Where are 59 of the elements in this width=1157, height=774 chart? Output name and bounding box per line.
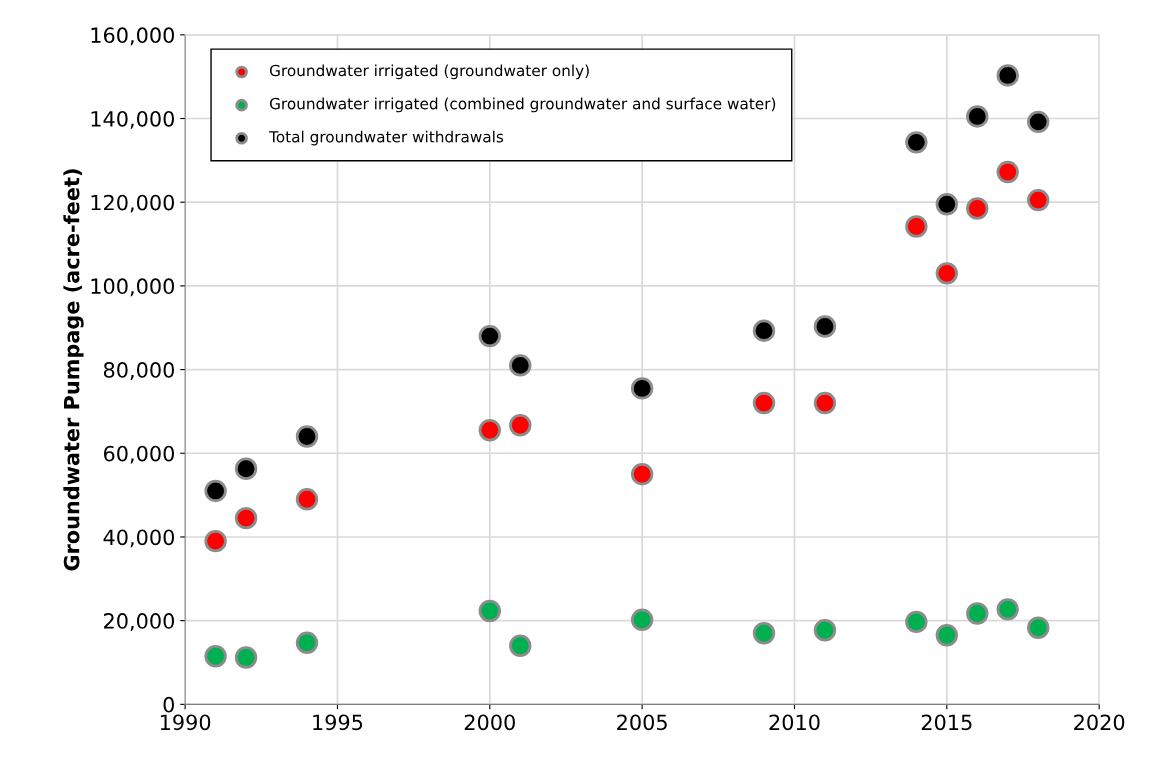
point — [966, 197, 989, 220]
x-tick-label: 2005 — [617, 714, 667, 731]
point — [509, 634, 532, 657]
point — [630, 462, 654, 486]
point — [752, 319, 776, 342]
point — [752, 391, 776, 415]
point — [509, 354, 532, 377]
y-axis-title: Groundwater Pumpage (acre-feet) — [63, 169, 84, 571]
point — [905, 215, 928, 238]
point — [234, 457, 258, 480]
point — [509, 414, 532, 437]
point — [1027, 616, 1050, 639]
point — [905, 610, 928, 634]
x-tick-label: 2015 — [921, 714, 972, 731]
point — [813, 391, 837, 415]
legend-label: Groundwater irrigated (groundwater only) — [269, 64, 589, 80]
point — [234, 506, 258, 530]
y-tick-label: 60,000 — [103, 445, 175, 464]
point — [478, 324, 502, 348]
y-tick-label: 160,000 — [91, 27, 175, 46]
x-tick-label: 2010 — [769, 714, 820, 731]
point — [813, 315, 837, 338]
point — [935, 624, 959, 647]
point — [935, 193, 959, 216]
x-tick-label: 2020 — [1074, 714, 1125, 731]
point — [204, 479, 227, 503]
y-tick-label: 140,000 — [91, 110, 175, 129]
point — [478, 599, 502, 623]
legend-label: Total groundwater withdrawals — [269, 130, 504, 146]
point — [295, 631, 319, 655]
point — [295, 425, 319, 448]
y-tick-label: 0 — [163, 696, 175, 713]
point — [478, 419, 502, 442]
point — [813, 619, 837, 642]
y-tick-label: 40,000 — [103, 529, 175, 548]
point — [966, 105, 989, 128]
point — [204, 645, 227, 668]
y-tick-label: 100,000 — [91, 278, 175, 297]
y-tick-label: 120,000 — [91, 194, 175, 213]
point — [630, 608, 654, 632]
point — [752, 621, 776, 645]
legend-label: Groundwater irrigated (combined groundwater and surface water) — [269, 97, 776, 113]
x-tick-label: 2000 — [464, 714, 515, 731]
point — [295, 488, 319, 511]
point — [905, 131, 928, 154]
point — [204, 529, 227, 553]
point — [996, 160, 1019, 184]
x-tick-label: 1990 — [160, 714, 211, 731]
point — [234, 646, 258, 669]
point — [630, 377, 654, 400]
y-tick-label: 20,000 — [104, 613, 175, 631]
y-tick-label: 80,000 — [103, 362, 175, 380]
point — [1027, 188, 1050, 212]
point — [1027, 110, 1050, 134]
x-tick-label: 1995 — [313, 714, 363, 731]
point — [935, 262, 959, 285]
point — [996, 64, 1019, 87]
point — [966, 602, 989, 625]
point — [996, 598, 1019, 621]
